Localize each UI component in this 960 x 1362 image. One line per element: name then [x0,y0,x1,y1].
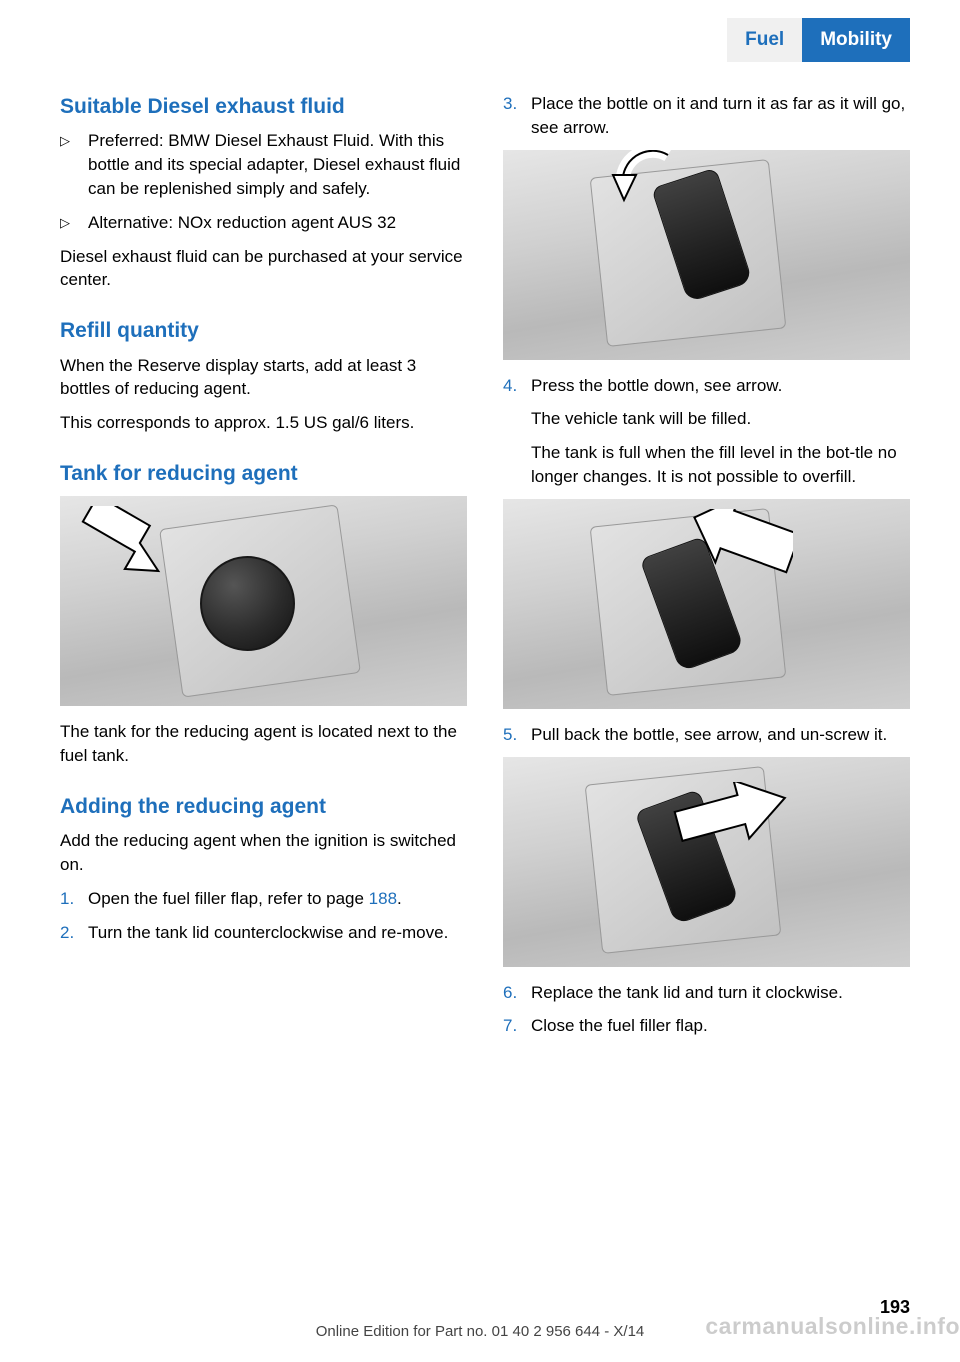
bullet-item: ▷ Alternative: NOx reduction agent AUS 3… [60,211,467,235]
bullet-marker-icon: ▷ [60,211,88,235]
list-step-5: 5. Pull back the bottle, see arrow, and … [503,723,910,747]
step-number: 1. [60,887,88,911]
step-number: 7. [503,1014,531,1038]
heading-suitable-diesel: Suitable Diesel exhaust fluid [60,92,467,121]
page-link-188[interactable]: 188 [369,889,397,908]
content-columns: Suitable Diesel exhaust fluid ▷ Preferre… [60,92,910,1048]
step-text: Place the bottle on it and turn it as fa… [531,92,910,140]
header-mobility: Mobility [802,18,910,62]
bullet-list: ▷ Preferred: BMW Diesel Exhaust Fluid. W… [60,129,467,234]
bullet-text: Alternative: NOx reduction agent AUS 32 [88,211,467,235]
list-step-4: 4. Press the bottle down, see arrow. [503,374,910,398]
list-step-1: 1. Open the fuel filler flap, refer to p… [60,887,467,911]
figure-press-bottle [503,499,910,709]
heading-adding-agent: Adding the reducing agent [60,792,467,821]
right-column: 3. Place the bottle on it and turn it as… [503,92,910,1048]
figure-pull-bottle [503,757,910,967]
figure-tank-location [60,496,467,706]
step-text: Open the fuel filler flap, refer to page… [88,887,467,911]
paragraph: This corresponds to approx. 1.5 US gal/6… [60,411,467,435]
list-step-6: 6. Replace the tank lid and turn it cloc… [503,981,910,1005]
paragraph: The vehicle tank will be filled. [531,407,910,431]
list-step-3: 3. Place the bottle on it and turn it as… [503,92,910,140]
watermark-text: carmanualsonline.info [705,1313,960,1340]
list-step-2: 2. Turn the tank lid counterclockwise an… [60,921,467,945]
step-number: 3. [503,92,531,140]
step-text: Turn the tank lid counterclockwise and r… [88,921,467,945]
paragraph: Add the reducing agent when the ignition… [60,829,467,877]
left-column: Suitable Diesel exhaust fluid ▷ Preferre… [60,92,467,1048]
paragraph: When the Reserve display starts, add at … [60,354,467,402]
bullet-text: Preferred: BMW Diesel Exhaust Fluid. Wit… [88,129,467,200]
step-text: Press the bottle down, see arrow. [531,374,910,398]
list-step-7: 7. Close the fuel filler flap. [503,1014,910,1038]
heading-refill-quantity: Refill quantity [60,316,467,345]
step-text: Replace the tank lid and turn it clockwi… [531,981,910,1005]
step-text-pre: Open the fuel filler flap, refer to page [88,889,369,908]
step-number: 6. [503,981,531,1005]
step-number: 5. [503,723,531,747]
step-text-post: . [397,889,402,908]
step-number: 4. [503,374,531,398]
header-fuel: Fuel [727,18,802,62]
numbered-list: 1. Open the fuel filler flap, refer to p… [60,887,467,945]
bullet-item: ▷ Preferred: BMW Diesel Exhaust Fluid. W… [60,129,467,200]
paragraph: The tank is full when the fill level in … [531,441,910,489]
bullet-marker-icon: ▷ [60,129,88,200]
heading-tank-reducing: Tank for reducing agent [60,459,467,488]
paragraph: Diesel exhaust fluid can be purchased at… [60,245,467,293]
header-breadcrumb: Fuel Mobility [727,18,910,62]
step-number: 2. [60,921,88,945]
paragraph: The tank for the reducing agent is locat… [60,720,467,768]
step-text: Pull back the bottle, see arrow, and un‐… [531,723,910,747]
figure-place-bottle [503,150,910,360]
step-text: Close the fuel filler flap. [531,1014,910,1038]
